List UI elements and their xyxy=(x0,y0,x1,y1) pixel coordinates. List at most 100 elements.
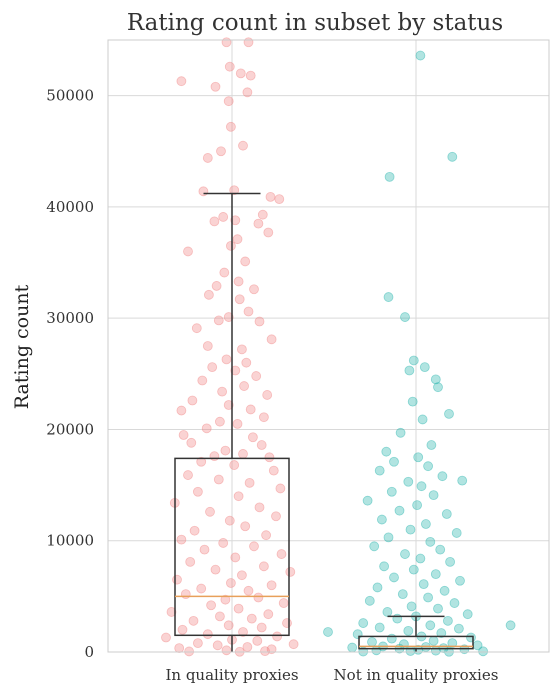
data-point xyxy=(249,541,259,552)
data-point xyxy=(364,595,375,606)
data-point xyxy=(384,171,395,182)
data-point xyxy=(404,365,415,376)
data-point xyxy=(223,620,234,631)
data-point xyxy=(192,638,203,648)
y-tick-labels: 0 10000 20000 30000 40000 50000 xyxy=(46,87,94,661)
data-point xyxy=(271,511,281,522)
data-point xyxy=(176,405,187,416)
data-point xyxy=(224,61,235,72)
data-point xyxy=(260,646,270,657)
data-point xyxy=(221,354,232,365)
data-point xyxy=(430,569,441,580)
data-point xyxy=(265,191,276,202)
data-point xyxy=(256,440,267,450)
data-point xyxy=(282,618,292,628)
data-point xyxy=(263,227,274,238)
data-point xyxy=(386,633,397,644)
data-point xyxy=(188,615,199,626)
data-point xyxy=(455,575,465,586)
data-point xyxy=(369,541,380,552)
data-point xyxy=(394,505,405,516)
data-point xyxy=(261,530,272,541)
data-point xyxy=(367,637,377,647)
data-point xyxy=(254,502,265,513)
data-point xyxy=(207,362,218,373)
data-point xyxy=(241,357,252,368)
iqr-box xyxy=(358,635,474,650)
data-point xyxy=(439,585,450,596)
data-point xyxy=(374,622,385,633)
y-tick-label: 40000 xyxy=(46,198,94,216)
plot-frame xyxy=(107,39,550,653)
data-point xyxy=(230,552,241,563)
data-point xyxy=(412,500,423,511)
y-axis-title: Rating count xyxy=(11,284,33,409)
data-point xyxy=(407,396,418,407)
data-point xyxy=(423,461,434,472)
data-point xyxy=(232,234,243,245)
data-point xyxy=(238,627,248,637)
data-point xyxy=(229,460,240,470)
data-point xyxy=(230,365,241,376)
x-tick-labels: In quality proxies Not in quality proxies xyxy=(165,666,498,684)
data-point xyxy=(247,432,258,443)
data-point xyxy=(447,151,458,162)
data-point xyxy=(236,344,247,355)
data-point xyxy=(216,146,226,157)
data-point xyxy=(249,284,259,295)
data-point xyxy=(224,515,235,526)
data-point xyxy=(180,589,191,600)
data-point xyxy=(221,37,232,48)
grid-layer xyxy=(108,40,549,653)
data-point xyxy=(288,639,299,650)
data-point xyxy=(251,371,262,381)
data-point xyxy=(403,625,414,636)
data-point xyxy=(187,395,198,406)
data-point xyxy=(245,70,256,81)
data-point xyxy=(245,404,256,415)
data-point xyxy=(219,267,230,278)
data-point xyxy=(445,556,456,567)
y-tick-label: 10000 xyxy=(46,532,94,550)
data-point xyxy=(233,276,244,287)
data-point xyxy=(425,620,436,631)
data-point xyxy=(230,215,241,226)
data-point xyxy=(441,509,452,519)
data-point xyxy=(192,486,203,497)
data-point xyxy=(254,316,265,327)
data-point xyxy=(362,495,373,506)
data-point xyxy=(425,536,436,547)
data-point xyxy=(233,603,244,614)
data-point xyxy=(276,549,287,559)
data-point xyxy=(253,592,264,603)
data-point xyxy=(232,418,243,429)
data-point xyxy=(400,549,410,559)
data-point xyxy=(225,121,236,132)
data-point xyxy=(376,514,387,525)
data-point xyxy=(266,644,277,655)
data-point xyxy=(198,186,209,197)
data-point xyxy=(379,561,390,572)
data-point xyxy=(185,556,196,567)
data-point xyxy=(213,474,224,485)
data-point xyxy=(191,323,202,334)
data-point xyxy=(218,212,229,222)
data-point xyxy=(428,635,439,646)
data-point xyxy=(408,564,419,575)
data-point xyxy=(242,642,253,652)
data-point xyxy=(220,445,231,456)
data-point xyxy=(462,609,473,620)
data-point xyxy=(243,585,254,596)
data-point xyxy=(268,465,279,476)
data-point xyxy=(189,525,200,536)
data-point xyxy=(381,446,392,457)
data-point xyxy=(184,646,195,657)
data-point xyxy=(263,609,274,620)
data-point xyxy=(243,306,254,317)
data-point xyxy=(323,627,333,637)
data-point xyxy=(413,452,424,463)
data-point xyxy=(389,572,399,583)
data-point xyxy=(415,553,426,564)
data-point xyxy=(213,315,224,326)
